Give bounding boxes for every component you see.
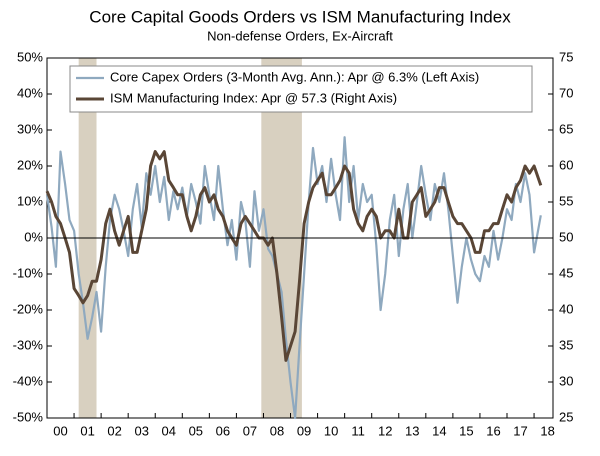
x-tick-label: 05 bbox=[189, 423, 203, 438]
x-tick-label: 16 bbox=[486, 423, 500, 438]
y2-tick-label: 65 bbox=[559, 121, 573, 136]
x-tick-label: 02 bbox=[107, 423, 121, 438]
y2-tick-label: 60 bbox=[559, 157, 573, 172]
x-tick-label: 10 bbox=[324, 423, 338, 438]
legend-label: Core Capex Orders (3-Month Avg. Ann.): A… bbox=[110, 69, 479, 84]
x-tick-label: 12 bbox=[378, 423, 392, 438]
y-tick-label: 30% bbox=[17, 121, 43, 136]
x-tick-label: 08 bbox=[270, 423, 284, 438]
x-tick-label: 00 bbox=[53, 423, 67, 438]
y-tick-label: 50% bbox=[17, 49, 43, 64]
series-line bbox=[45, 150, 543, 362]
y-tick-label: 40% bbox=[17, 85, 43, 100]
x-tick-label: 06 bbox=[216, 423, 230, 438]
x-tick-label: 09 bbox=[297, 423, 311, 438]
y2-tick-label: 35 bbox=[559, 337, 573, 352]
y-tick-label: -20% bbox=[13, 301, 44, 316]
legend-box bbox=[69, 65, 533, 113]
y-tick-label: -40% bbox=[13, 373, 44, 388]
x-tick-label: 03 bbox=[134, 423, 148, 438]
y-tick-label: 0% bbox=[24, 229, 43, 244]
x-tick-label: 17 bbox=[513, 423, 527, 438]
x-tick-label: 11 bbox=[351, 423, 365, 438]
x-tick-label: 04 bbox=[162, 423, 176, 438]
x-tick-label: 14 bbox=[432, 423, 446, 438]
chart-subtitle: Non-defense Orders, Ex-Aircraft bbox=[207, 28, 393, 43]
y-tick-label: -10% bbox=[13, 265, 44, 280]
legend: Core Capex Orders (3-Month Avg. Ann.): A… bbox=[69, 65, 533, 113]
legend-label: ISM Manufacturing Index: Apr @ 57.3 (Rig… bbox=[110, 90, 397, 105]
y2-tick-label: 40 bbox=[559, 301, 573, 316]
y2-tick-label: 30 bbox=[559, 373, 573, 388]
y2-tick-label: 70 bbox=[559, 85, 573, 100]
x-tick-label: 01 bbox=[80, 423, 94, 438]
x-tick-label: 15 bbox=[459, 423, 473, 438]
series-line bbox=[45, 136, 542, 420]
x-tick-label: 13 bbox=[405, 423, 419, 438]
x-tick-label: 18 bbox=[540, 423, 554, 438]
y-tick-label: -50% bbox=[13, 409, 44, 424]
y2-tick-label: 50 bbox=[559, 229, 573, 244]
y2-tick-label: 75 bbox=[559, 49, 573, 64]
x-tick-label: 07 bbox=[243, 423, 257, 438]
y-tick-label: 20% bbox=[17, 157, 43, 172]
y2-tick-label: 55 bbox=[559, 193, 573, 208]
y2-tick-label: 25 bbox=[559, 409, 573, 424]
y-tick-label: -30% bbox=[13, 337, 44, 352]
chart-title: Core Capital Goods Orders vs ISM Manufac… bbox=[89, 7, 511, 26]
y2-tick-label: 45 bbox=[559, 265, 573, 280]
y-tick-label: 10% bbox=[17, 193, 43, 208]
